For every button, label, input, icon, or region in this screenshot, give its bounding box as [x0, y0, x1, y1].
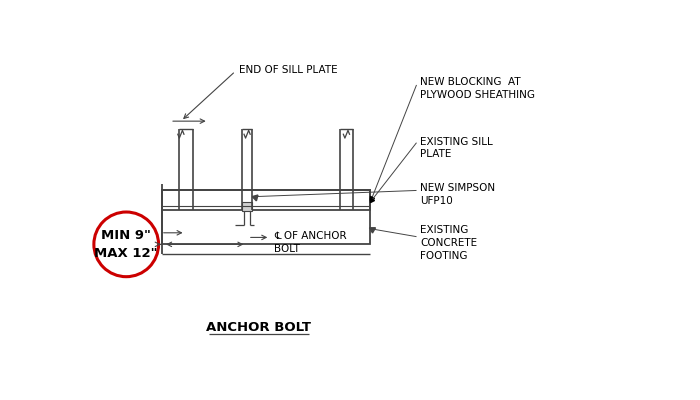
- Text: MIN 9"
MAX 12": MIN 9" MAX 12": [94, 229, 158, 260]
- Text: ℄ OF ANCHOR
BOLT: ℄ OF ANCHOR BOLT: [274, 231, 346, 254]
- Text: NEW SIMPSON
UFP10: NEW SIMPSON UFP10: [420, 183, 496, 206]
- Bar: [241, 202, 253, 211]
- Bar: [162, 190, 370, 210]
- Text: EXISTING
CONCRETE
FOOTING: EXISTING CONCRETE FOOTING: [420, 225, 477, 261]
- Text: END OF SILL PLATE: END OF SILL PLATE: [239, 65, 338, 75]
- Text: ANCHOR BOLT: ANCHOR BOLT: [206, 321, 311, 334]
- Text: NEW BLOCKING  AT
PLYWOOD SHEATHING: NEW BLOCKING AT PLYWOOD SHEATHING: [420, 77, 536, 100]
- Bar: [162, 190, 370, 244]
- Text: EXISTING SILL
PLATE: EXISTING SILL PLATE: [420, 136, 493, 159]
